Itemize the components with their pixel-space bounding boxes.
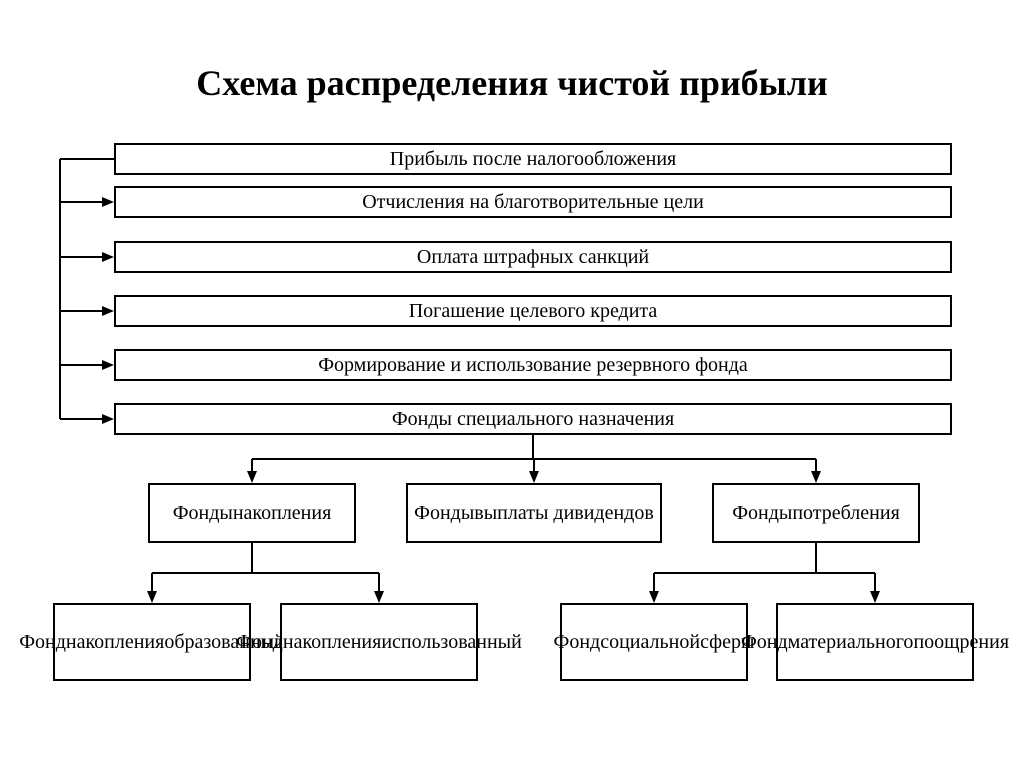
- node-bot1: Фонднакопленияобразованный: [53, 603, 251, 681]
- node-mid3: Фондыпотребления: [712, 483, 920, 543]
- node-mid2: Фондывыплаты дивидендов: [406, 483, 662, 543]
- node-top4: Погашение целевого кредита: [114, 295, 952, 327]
- node-top1: Прибыль после налогообложения: [114, 143, 952, 175]
- node-bot3: Фондсоциальнойсферы: [560, 603, 748, 681]
- node-top6: Фонды специального назначения: [114, 403, 952, 435]
- node-bot2: Фонднакопленияиспользованный: [280, 603, 478, 681]
- node-bot4: Фондматериальногопоощрения: [776, 603, 974, 681]
- node-top2: Отчисления на благотворительные цели: [114, 186, 952, 218]
- node-top5: Формирование и использование резервного …: [114, 349, 952, 381]
- node-top3: Оплата штрафных санкций: [114, 241, 952, 273]
- node-mid1: Фондынакопления: [148, 483, 356, 543]
- page-title: Схема распределения чистой прибыли: [0, 62, 1024, 104]
- diagram-stage: Схема распределения чистой прибыли Прибы…: [0, 0, 1024, 767]
